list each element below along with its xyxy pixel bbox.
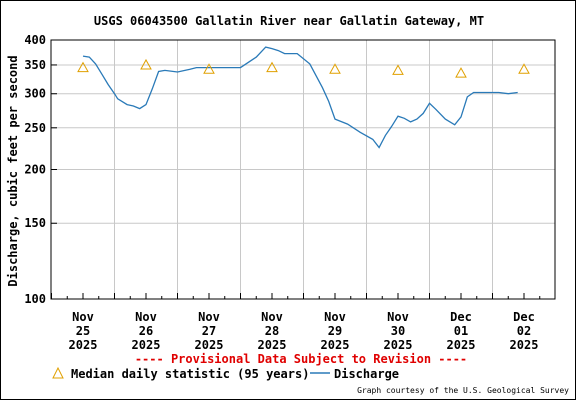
x-tick-label: Nov [72, 310, 94, 324]
y-tick-label: 100 [24, 292, 46, 306]
x-tick-label: 2025 [195, 338, 224, 352]
y-tick-label: 400 [24, 33, 46, 47]
y-tick-label: 300 [24, 87, 46, 101]
x-tick-label: 30 [391, 324, 405, 338]
legend-triangle-icon [52, 366, 64, 379]
x-tick-label: Nov [387, 310, 409, 324]
x-tick-label: 02 [517, 324, 531, 338]
x-tick-label: 2025 [132, 338, 161, 352]
x-tick-label: 2025 [510, 338, 539, 352]
plot-border [50, 39, 556, 300]
y-tick-label: 250 [24, 121, 46, 135]
x-tick-label: 2025 [321, 338, 350, 352]
legend-median-label: Median daily statistic (95 years) [71, 367, 309, 381]
x-tick-label: 27 [202, 324, 216, 338]
chart-title: USGS 06043500 Gallatin River near Gallat… [94, 14, 484, 28]
discharge-series [82, 46, 518, 149]
median-triangle-marker [77, 61, 89, 73]
x-tick-label: Dec [513, 310, 535, 324]
x-tick-label: Nov [198, 310, 220, 324]
median-triangle-marker [329, 63, 341, 74]
discharge-line [82, 46, 518, 149]
median-triangle-marker [203, 63, 215, 74]
legend-discharge-label: Discharge [334, 367, 399, 381]
median-triangle-marker [392, 64, 404, 75]
median-triangle-marker [266, 61, 278, 73]
y-axis-label: Discharge, cubic feet per second [6, 55, 20, 286]
x-tick-label: Dec [450, 310, 472, 324]
x-tick-label: Nov [261, 310, 283, 324]
x-tick-label: 29 [328, 324, 342, 338]
y-tick-label: 200 [24, 163, 46, 177]
x-tick-labels: Nov252025Nov262025Nov272025Nov282025Nov2… [69, 310, 539, 352]
x-tick-label: 01 [454, 324, 468, 338]
x-tick-label: 28 [265, 324, 279, 338]
x-tick-label: 25 [76, 324, 90, 338]
credit-text: Graph courtesy of the U.S. Geological Su… [357, 386, 569, 395]
y-tick-labels: 100 150 200 250 300 350 400 [24, 33, 57, 306]
grid-lines [51, 39, 555, 300]
median-triangle-marker [455, 67, 467, 78]
provisional-note: ---- Provisional Data Subject to Revisio… [135, 352, 467, 366]
median-triangle-marker [518, 63, 530, 74]
legend: Median daily statistic (95 years) Discha… [52, 366, 399, 381]
median-triangle-marker [140, 58, 152, 70]
y-tick-label: 350 [24, 58, 46, 72]
x-tick-label: Nov [135, 310, 157, 324]
x-tick-label: 2025 [258, 338, 287, 352]
x-tick-label: 26 [139, 324, 153, 338]
x-tick-label: 2025 [69, 338, 98, 352]
median-markers [77, 58, 530, 78]
y-tick-label: 150 [24, 216, 46, 230]
x-tick-label: 2025 [384, 338, 413, 352]
x-tick-label: 2025 [447, 338, 476, 352]
x-tick-label: Nov [324, 310, 346, 324]
